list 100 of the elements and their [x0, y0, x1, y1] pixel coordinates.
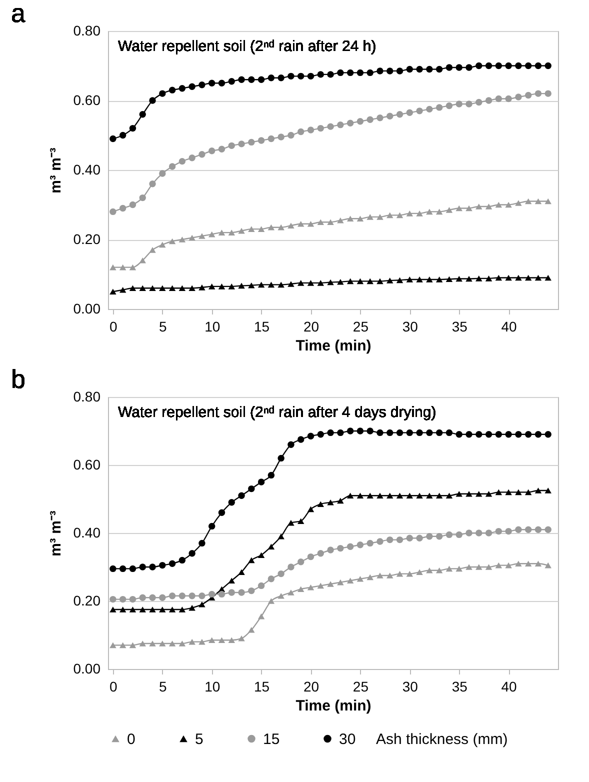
y-tick-label: 0.20	[73, 592, 101, 608]
x-tick-label: 5	[158, 678, 167, 694]
point	[356, 118, 364, 125]
point	[238, 282, 245, 289]
point	[515, 526, 522, 533]
point	[406, 429, 413, 436]
point	[466, 530, 472, 536]
point	[346, 428, 354, 434]
x-tick-label: 20	[303, 318, 320, 334]
point	[238, 635, 245, 642]
point	[288, 222, 294, 229]
point	[505, 62, 512, 70]
point	[466, 490, 472, 497]
point	[466, 564, 472, 570]
point	[456, 566, 462, 572]
point	[534, 90, 542, 97]
y-tick-label: 0.80	[73, 22, 101, 38]
x-tick-label: 0	[110, 318, 118, 334]
point	[544, 62, 552, 70]
point	[258, 282, 265, 288]
point	[426, 106, 433, 113]
point	[208, 637, 216, 644]
point	[446, 207, 453, 213]
point	[218, 230, 226, 236]
point	[436, 533, 443, 540]
x-tick-label: 25	[352, 678, 369, 694]
point	[466, 100, 472, 108]
point	[168, 592, 176, 600]
point	[386, 492, 394, 499]
y-tick-label: 0.00	[73, 300, 101, 316]
point	[317, 501, 324, 508]
point	[278, 592, 284, 599]
point	[495, 202, 502, 208]
point	[386, 429, 394, 436]
point	[129, 606, 136, 612]
point	[119, 596, 126, 603]
point	[416, 492, 423, 499]
y-tick-label: 0.40	[73, 524, 101, 540]
point	[208, 80, 216, 86]
point	[544, 431, 552, 438]
point	[198, 638, 206, 645]
point	[188, 285, 196, 292]
point	[524, 274, 532, 281]
point	[376, 572, 384, 578]
legend-label: 15	[263, 730, 280, 748]
point	[139, 640, 146, 646]
point	[436, 104, 443, 111]
point	[416, 534, 423, 542]
point	[218, 590, 226, 598]
point	[218, 80, 226, 86]
point	[456, 100, 462, 108]
point	[485, 564, 492, 570]
point	[456, 531, 462, 538]
point	[356, 542, 364, 548]
point	[327, 429, 334, 436]
point	[258, 478, 265, 486]
point	[139, 594, 146, 601]
point	[366, 116, 374, 123]
point	[356, 69, 364, 76]
point	[208, 148, 216, 154]
point	[159, 594, 166, 601]
point	[436, 276, 443, 282]
point	[159, 285, 166, 292]
point	[188, 592, 196, 600]
point	[376, 538, 384, 545]
point	[149, 594, 156, 601]
point	[198, 601, 206, 608]
point	[110, 596, 116, 603]
point	[139, 285, 146, 292]
point	[238, 569, 245, 576]
point	[248, 587, 255, 594]
point	[110, 135, 116, 142]
point	[129, 642, 136, 648]
point	[544, 198, 552, 204]
point	[110, 264, 116, 270]
x-tick-label: 20	[303, 678, 320, 694]
point	[515, 431, 522, 438]
point	[524, 489, 532, 496]
point	[258, 76, 265, 83]
point	[505, 202, 512, 208]
point	[298, 436, 304, 443]
point	[495, 489, 502, 496]
point	[168, 238, 176, 244]
x-axis-title: Time (min)	[296, 338, 372, 354]
point	[129, 264, 136, 270]
point	[129, 201, 136, 208]
point	[386, 68, 394, 74]
point	[168, 86, 176, 94]
x-tick-label: 40	[501, 678, 518, 694]
point	[248, 557, 255, 564]
point	[396, 111, 404, 118]
y-axis-title: m³ m⁻³	[47, 510, 64, 556]
point	[366, 540, 374, 547]
point	[288, 281, 294, 287]
point	[337, 217, 344, 224]
point	[524, 560, 532, 567]
point	[495, 431, 502, 438]
point	[119, 565, 126, 572]
point	[298, 72, 304, 80]
point	[307, 126, 314, 134]
